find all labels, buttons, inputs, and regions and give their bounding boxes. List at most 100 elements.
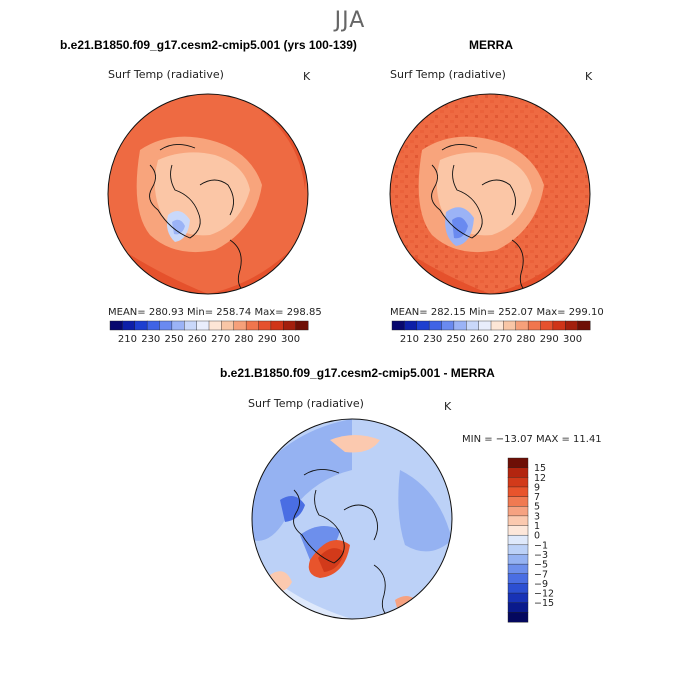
diff-warm-anomaly-core [318,548,344,572]
obs-colorbar: 210 230 250 260 270 280 290 300 [391,320,591,345]
model-colorbar-box [295,320,309,331]
obs-colorbar-tick-label: 280 [516,334,535,345]
obs-coastline-islands [441,144,478,151]
obs-colorbar-box [441,320,455,331]
obs-colorbar-box [540,320,554,331]
model-colorbar-tick-label: 270 [211,334,230,345]
diff-colorbar-tick-label: −9 [534,579,548,590]
model-variable-label: Surf Temp (radiative) [108,68,224,81]
model-colorbar-box [221,320,235,331]
diff-colorbar-box [507,612,529,623]
diff-warm-patch-b [330,435,380,453]
model-stats: MEAN= 280.93 Min= 258.74 Max= 298.85 [108,307,322,318]
diff-map [251,418,453,620]
obs-colorbar-box [428,320,443,331]
diff-colorbar-box [507,563,529,575]
model-colorbar-box [208,320,222,331]
diff-colorbar-tick-label: 5 [534,502,540,513]
diff-colorbar-box [507,467,529,478]
obs-colorbar-tick-label: 290 [540,334,559,345]
model-colorbar-box [184,320,198,331]
model-colorbar-box [134,320,148,331]
diff-strong-cool-a [280,496,305,522]
model-colorbar-box [146,320,161,331]
model-colorbar-box [196,320,210,331]
diff-colorbar-tick-label: −5 [534,560,548,571]
obs-units-label: K [585,70,593,83]
diff-colorbar-tick-label: 0 [534,531,540,542]
obs-stats: MEAN= 282.15 Min= 252.07 Max= 299.10 [390,307,604,318]
diff-colorbar-box [507,496,529,507]
obs-colorbar-tick-label: 300 [563,334,582,345]
diff-colorbar-tick-label: −12 [534,589,554,600]
model-colorbar-tick-label: 280 [234,334,253,345]
model-colorbar-box [122,320,136,331]
obs-colorbar-box [391,320,405,331]
obs-colorbar-box [565,320,579,331]
obs-colorbar-box [515,320,529,331]
diff-panel-title: b.e21.B1850.f09_g17.cesm2-cmip5.001 - ME… [220,366,495,380]
model-units-label: K [303,70,311,83]
model-colorbar-tick-label: 210 [118,334,137,345]
model-colorbar-tick-label: 300 [281,334,300,345]
diff-weak-zone-south [252,560,452,619]
obs-panel-title: MERRA [469,38,513,52]
model-colorbar-box [283,320,297,331]
diff-colorbar-tick-label: −1 [534,540,548,551]
obs-colorbar-box [552,320,566,331]
obs-colorbar-box [478,320,492,331]
diff-strong-cool-b [300,526,340,560]
obs-coastline-greenland [431,164,483,239]
obs-colorbar-box [466,320,480,331]
model-coastline-europe [229,239,246,293]
diff-colorbar-box [507,534,529,546]
model-colorbar: 210 230 250 260 270 280 290 300 [109,320,309,345]
diff-colorbar-tick-label: −15 [534,598,554,609]
model-colorbar-box [109,320,123,331]
diff-colorbar-box [507,506,529,517]
obs-coastline-arctic [481,179,516,216]
obs-colorbar-box [453,320,467,331]
obs-colorbar-box [527,320,542,331]
obs-greenland-core [452,217,468,239]
obs-colorbar-box [416,320,430,331]
diff-colorbar-box [507,477,529,488]
model-panel-title: b.e21.B1850.f09_g17.cesm2-cmip5.001 (yrs… [60,38,357,52]
diff-colorbar-box [507,486,529,498]
model-colorbar-box [258,320,272,331]
diff-map-border [251,418,453,620]
model-map-border [107,93,309,295]
diff-colorbar-box [507,525,529,536]
diff-cool-zone-east [398,470,452,552]
diff-variable-label: Surf Temp (radiative) [248,397,364,410]
obs-map [389,93,591,295]
diff-colorbar-tick-label: 3 [534,511,540,522]
obs-variable-label: Surf Temp (radiative) [390,68,506,81]
model-colorbar-tick-label: 230 [141,334,160,345]
diff-colorbar-tick-label: 1 [534,521,540,532]
model-colorbar-tick-label: 260 [188,334,207,345]
obs-colorbar-box [490,320,504,331]
diff-colorbar-tick-label: 9 [534,482,540,493]
diff-colorbar-box [507,592,529,604]
diff-coastline-europe [373,564,390,618]
obs-colorbar-tick-label: 210 [400,334,419,345]
obs-colorbar-box [503,320,517,331]
model-colorbar-box [159,320,173,331]
diff-colorbar-box [507,573,529,584]
model-colorbar-tick-label: 290 [258,334,277,345]
diff-colorbar-tick-label: 15 [534,463,546,474]
season-title: JJA [334,8,366,33]
diff-colorbar-box [507,554,529,565]
obs-map-border [389,93,591,295]
diff-coastline-greenland [293,489,345,564]
obs-colorbar-tick-label: 260 [470,334,489,345]
obs-colorbar-box [577,320,591,331]
diff-colorbar-box [507,515,529,527]
diff-stats: MIN = −13.07 MAX = 11.41 [462,434,602,445]
model-greenland-core [172,219,185,235]
model-coastline-islands [159,144,196,151]
diff-coastline-islands [303,469,340,476]
